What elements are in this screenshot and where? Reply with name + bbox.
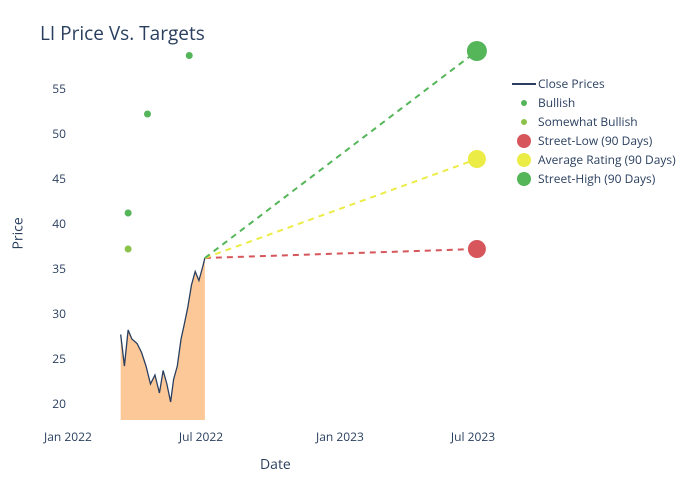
legend-label: Street-Low (90 Days) (538, 132, 652, 149)
target-line (205, 51, 477, 258)
legend-swatch (510, 100, 538, 106)
x-axis-label: Date (260, 455, 291, 474)
x-tick-label: Jan 2022 (44, 428, 92, 445)
y-tick-label: 45 (46, 170, 66, 187)
x-tick-label: Jul 2022 (179, 428, 223, 445)
x-tick-label: Jul 2023 (451, 428, 495, 445)
legend-label: Street-High (90 Days) (538, 170, 655, 187)
legend-swatch (510, 172, 538, 186)
y-tick-label: 40 (46, 215, 66, 232)
legend-swatch (510, 119, 538, 125)
chart-container: LI Price Vs. Targets Price Date 20 25 30 35… (0, 0, 700, 500)
legend-item: Close Prices (510, 74, 676, 93)
target-marker (467, 41, 487, 61)
plot-area (70, 60, 500, 420)
legend-item: Bullish (510, 93, 676, 112)
legend: Close Prices Bullish Somewhat Bullish Stree… (510, 74, 676, 188)
analyst-point (186, 52, 193, 59)
legend-label: Bullish (538, 94, 575, 111)
target-marker (468, 240, 486, 258)
analyst-point (125, 210, 132, 217)
legend-item: Somewhat Bullish (510, 112, 676, 131)
legend-label: Average Rating (90 Days) (538, 151, 676, 168)
y-tick-label: 25 (46, 350, 66, 367)
legend-swatch (510, 83, 538, 85)
legend-label: Close Prices (538, 75, 605, 92)
analyst-point (125, 246, 132, 253)
y-tick-label: 30 (46, 305, 66, 322)
legend-swatch (510, 153, 538, 167)
target-marker (468, 150, 486, 168)
legend-item: Average Rating (90 Days) (510, 150, 676, 169)
y-tick-label: 55 (46, 80, 66, 97)
plot-svg (70, 60, 500, 420)
chart-title: LI Price Vs. Targets (40, 20, 205, 46)
target-line (205, 249, 477, 258)
y-axis-label: Price (9, 217, 28, 249)
y-tick-label: 35 (46, 260, 66, 277)
analyst-point (144, 111, 151, 118)
target-line (205, 159, 477, 258)
legend-item: Street-Low (90 Days) (510, 131, 676, 150)
y-tick-label: 20 (46, 395, 66, 412)
legend-label: Somewhat Bullish (538, 113, 638, 130)
y-tick-label: 50 (46, 125, 66, 142)
legend-item: Street-High (90 Days) (510, 169, 676, 188)
x-tick-label: Jan 2023 (316, 428, 364, 445)
legend-swatch (510, 134, 538, 148)
